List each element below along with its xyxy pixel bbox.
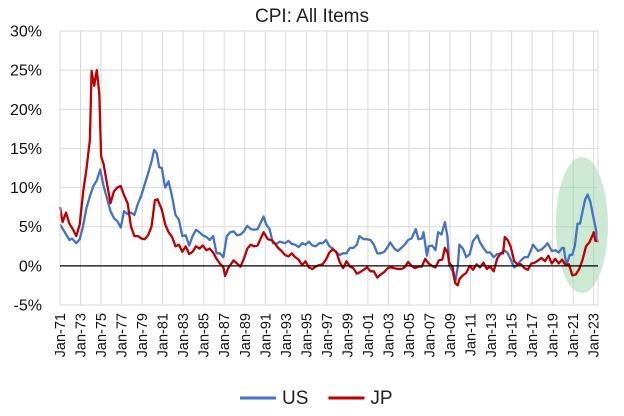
x-tick-label: Jan-09 (443, 313, 459, 357)
x-tick-label: Jan-83 (176, 313, 192, 357)
legend-label-us: US (282, 388, 308, 409)
x-tick-label: Jan-23 (587, 313, 603, 357)
legend-label-jp: JP (370, 388, 392, 409)
y-tick-label: 15% (10, 141, 42, 158)
x-tick-label: Jan-11 (464, 313, 480, 356)
x-tick-label: Jan-97 (320, 313, 336, 357)
y-tick-label: 5% (19, 219, 42, 236)
x-tick-labels: Jan-71 Jan-73 Jan-75 Jan-77 Jan-79 Jan-81 Jan-… (53, 313, 603, 357)
x-tick-label: Jan-05 (402, 313, 418, 357)
x-tick-label: Jan-21 (566, 313, 582, 357)
x-tick-label: Jan-13 (484, 313, 500, 357)
legend: US JP (240, 388, 393, 409)
y-tick-label: 25% (10, 63, 42, 80)
x-tick-label: Jan-01 (361, 313, 377, 357)
x-tick-label: Jan-73 (74, 313, 90, 357)
plot-area-border (59, 30, 599, 306)
chart-title: CPI: All Items (255, 6, 369, 27)
series-layer (58, 68, 600, 287)
x-tick-label: Jan-93 (279, 313, 295, 357)
x-tick-label: Jan-71 (53, 313, 69, 357)
x-tick-label: Jan-15 (505, 313, 521, 357)
x-tick-label: Jan-99 (340, 313, 356, 357)
y-tick-label: 30% (10, 24, 42, 41)
x-tick-label: Jan-81 (156, 313, 172, 357)
x-tick-label: Jan-85 (197, 313, 213, 357)
highlight-ellipse-layer (555, 157, 608, 293)
y-tick-label: 20% (10, 102, 42, 119)
x-tick-label: Jan-07 (423, 313, 439, 357)
highlight-ellipse (555, 157, 608, 293)
series-line-us (59, 148, 600, 284)
y-tick-label: 10% (10, 180, 42, 197)
y-tick-labels: 30% 25% 20% 15% 10% 5% 0% -5% (10, 24, 42, 315)
y-tick-label: -5% (14, 298, 42, 315)
x-tick-label: Jan-95 (299, 313, 315, 357)
y-tick-label: 0% (19, 258, 42, 275)
x-tick-label: Jan-89 (238, 313, 254, 357)
x-tick-label: Jan-77 (115, 313, 131, 357)
x-tick-label: Jan-19 (546, 313, 562, 357)
x-tick-label: Jan-79 (135, 313, 151, 357)
x-tick-label: Jan-91 (258, 313, 274, 357)
x-tick-label: Jan-17 (525, 313, 541, 357)
axis-layer (59, 30, 599, 306)
x-tick-label: Jan-75 (94, 313, 110, 357)
x-tick-label: Jan-03 (381, 313, 397, 357)
x-tick-label: Jan-87 (217, 313, 233, 357)
series-line-jp (58, 68, 598, 287)
